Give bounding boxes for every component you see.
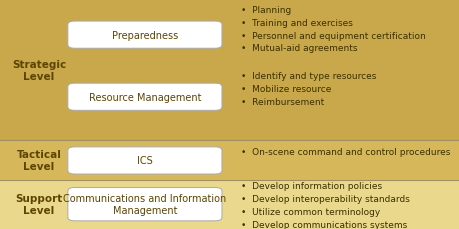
Text: •  Develop information policies: • Develop information policies bbox=[241, 181, 382, 190]
Text: •  Develop communications systems: • Develop communications systems bbox=[241, 220, 407, 229]
FancyBboxPatch shape bbox=[68, 188, 222, 221]
Text: Resource Management: Resource Management bbox=[89, 92, 201, 102]
FancyBboxPatch shape bbox=[0, 0, 459, 141]
Text: Tactical
Level: Tactical Level bbox=[17, 150, 62, 171]
Text: Support
Level: Support Level bbox=[16, 194, 62, 215]
Text: ICS: ICS bbox=[137, 156, 152, 166]
FancyBboxPatch shape bbox=[68, 84, 222, 111]
Text: •  Mobilize resource: • Mobilize resource bbox=[241, 85, 331, 94]
Text: •  Utilize common terminology: • Utilize common terminology bbox=[241, 207, 380, 216]
FancyBboxPatch shape bbox=[0, 141, 459, 180]
Text: Strategic
Level: Strategic Level bbox=[12, 60, 66, 81]
Text: •  On-scene command and control procedures: • On-scene command and control procedure… bbox=[241, 148, 450, 157]
Text: Preparedness: Preparedness bbox=[112, 30, 178, 41]
Text: •  Training and exercises: • Training and exercises bbox=[241, 19, 353, 27]
Text: •  Personnel and equipment certification: • Personnel and equipment certification bbox=[241, 31, 425, 40]
Text: •  Planning: • Planning bbox=[241, 6, 291, 15]
Text: •  Identify and type resources: • Identify and type resources bbox=[241, 72, 376, 81]
Text: •  Reimbursement: • Reimbursement bbox=[241, 98, 324, 107]
FancyBboxPatch shape bbox=[68, 147, 222, 174]
FancyBboxPatch shape bbox=[68, 22, 222, 49]
FancyBboxPatch shape bbox=[0, 180, 459, 229]
Text: Communications and Information
Management: Communications and Information Managemen… bbox=[63, 193, 226, 215]
Text: •  Develop interoperability standards: • Develop interoperability standards bbox=[241, 194, 409, 203]
Text: •  Mutual-aid agreements: • Mutual-aid agreements bbox=[241, 44, 357, 53]
